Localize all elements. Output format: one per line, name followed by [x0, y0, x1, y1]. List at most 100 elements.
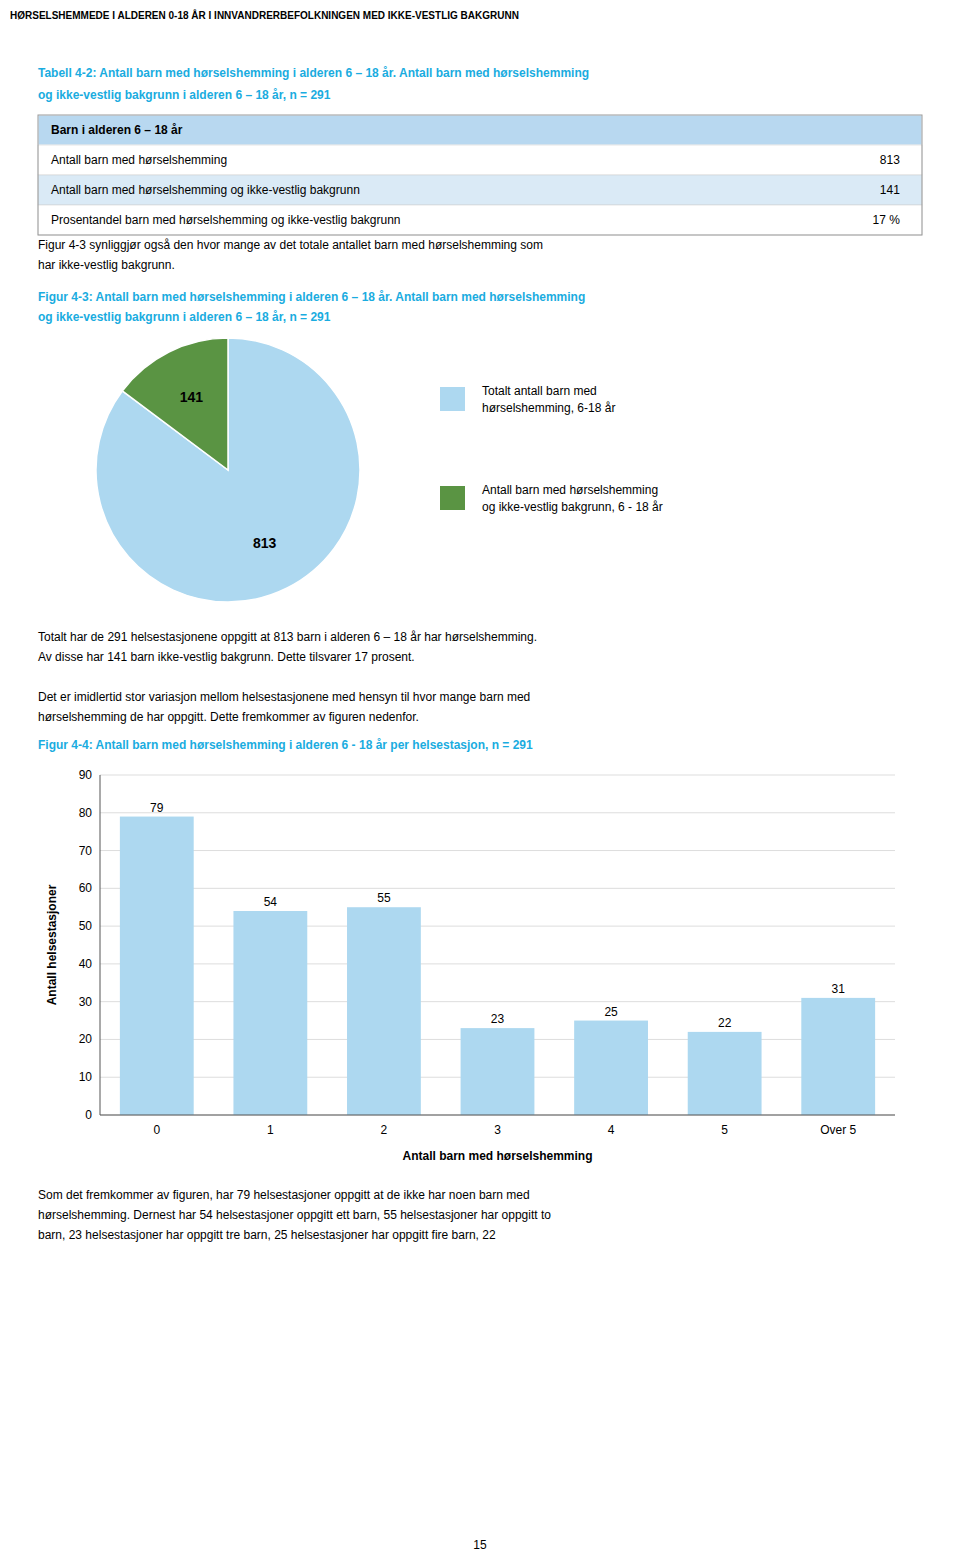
x-tick-label: 2 [381, 1123, 388, 1137]
text-line: 70 [79, 844, 93, 858]
text-line: Prosentandel barn med hørselshemming og … [51, 213, 401, 227]
grid-line [100, 888, 895, 889]
text-line: hørselshemming, 6-18 år [482, 401, 615, 415]
text-line: 60 [79, 881, 93, 895]
table: Barn i alderen 6 – 18 år Antall barn med … [38, 115, 922, 235]
legend-entry: Antall barn med hørselshemming og ikke-ve… [482, 483, 663, 514]
text-line: Antall barn med hørselshemming [402, 1149, 592, 1163]
text-line: HØRSELSHEMMEDE I ALDEREN 0-18 ÅR I INNVA… [10, 9, 519, 21]
text-line: 2 [381, 1123, 388, 1137]
table-cell-label: Antall barn med hørselshemming og ikke-v… [51, 183, 360, 197]
text-line: 0 [153, 1123, 160, 1137]
data-label: 55 [377, 891, 391, 905]
page-title: HØRSELSHEMMEDE I ALDEREN 0-18 ÅR I INNVA… [10, 9, 519, 21]
text-line: 1 [267, 1123, 274, 1137]
text-line: hørselshemming. Dernest har 54 helsestas… [38, 1208, 551, 1222]
y-tick-label: 50 [79, 919, 93, 933]
text-line: Antall helsestasjoner [45, 884, 59, 1005]
body-text: Som det fremkommer av figuren, har 79 he… [38, 1188, 551, 1242]
grid-line [100, 850, 895, 851]
text-line: Tabell 4-2: Antall barn med hørselshemmi… [38, 66, 589, 80]
text-line: 30 [79, 995, 93, 1009]
text-line: Som det fremkommer av figuren, har 79 he… [38, 1188, 530, 1202]
text-line: 813 [253, 535, 277, 551]
table-row-bg [38, 205, 922, 235]
text-line: 141 [880, 183, 900, 197]
text-line: og ikke-vestlig bakgrunn i alderen 6 – 1… [38, 310, 331, 324]
grid-line [100, 926, 895, 927]
text-line: 813 [880, 153, 900, 167]
data-label: 25 [604, 1005, 618, 1019]
data-label: 79 [150, 801, 164, 815]
text-line: 90 [79, 768, 93, 782]
legend: Totalt antall barn medhørselshemming, 6-… [440, 384, 663, 514]
text-line: har ikke-vestlig bakgrunn. [38, 258, 175, 272]
x-tick-label: 0 [153, 1123, 160, 1137]
text-line: barn, 23 helsestasjoner har oppgitt tre … [38, 1228, 496, 1242]
text-line: og ikke-vestlig bakgrunn, 6 - 18 år [482, 500, 663, 514]
text-line: 141 [180, 389, 204, 405]
table-cell-value: 813 [880, 153, 900, 167]
table-cell-value: 17 % [873, 213, 901, 227]
grid-line [100, 775, 895, 776]
text-line: 20 [79, 1032, 93, 1046]
x-tick-label: 3 [494, 1123, 501, 1137]
text-line: Barn i alderen 6 – 18 år [51, 123, 183, 137]
data-label: 23 [491, 1012, 505, 1026]
text-line: Figur 4-4: Antall barn med hørselshemmin… [38, 738, 533, 752]
y-tick-label: 60 [79, 881, 93, 895]
table-cell-value: 141 [880, 183, 900, 197]
y-tick-label: 10 [79, 1070, 93, 1084]
pie-slice [96, 338, 360, 602]
x-tick-label: 1 [267, 1123, 274, 1137]
text-line: 5 [721, 1123, 728, 1137]
legend-entry: Totalt antall barn medhørselshemming, 6-… [482, 384, 615, 415]
table-border [38, 115, 922, 235]
text-line: 3 [494, 1123, 501, 1137]
text-line: 15 [473, 1538, 487, 1552]
bar [801, 998, 875, 1115]
y-tick-label: 80 [79, 806, 93, 820]
text-line: Antall barn med hørselshemming [482, 483, 658, 497]
body-text: Figur 4-3 synliggjør også den hvor mange… [38, 238, 543, 272]
data-label: 22 [718, 1016, 732, 1030]
page: HØRSELSHEMMEDE I ALDEREN 0-18 ÅR I INNVA… [0, 0, 960, 1564]
text-line: Totalt har de 291 helsestasjonene oppgit… [38, 630, 537, 644]
text-line: Av disse har 141 barn ikke-vestlig bakgr… [38, 650, 415, 664]
text-line: Antall barn med hørselshemming [51, 153, 227, 167]
text-line: og ikke-vestlig bakgrunn i alderen 6 – 1… [38, 88, 331, 102]
text-line: 4 [608, 1123, 615, 1137]
bar [347, 907, 421, 1115]
text-line: 50 [79, 919, 93, 933]
pie-chart [96, 338, 360, 602]
data-label: 141 [180, 389, 204, 405]
legend-swatch [440, 486, 465, 510]
x-tick-label: 5 [721, 1123, 728, 1137]
table-cell-label: Antall barn med hørselshemming [51, 153, 227, 167]
text-line: 10 [79, 1070, 93, 1084]
y-axis-line [100, 775, 101, 1115]
table-header: Barn i alderen 6 – 18 år [51, 123, 183, 137]
bar [461, 1028, 535, 1115]
grid-line [100, 812, 895, 813]
text-line: Figur 4-3 synliggjør også den hvor mange… [38, 238, 543, 252]
page-number: 15 [473, 1538, 487, 1552]
text-line: Antall barn med hørselshemming og ikke-v… [51, 183, 360, 197]
y-tick-label: 20 [79, 1032, 93, 1046]
table-title: Tabell 4-2: Antall barn med hørselshemmi… [38, 66, 589, 102]
y-tick-label: 30 [79, 995, 93, 1009]
data-label: 54 [264, 895, 278, 909]
bar [233, 911, 307, 1115]
data-label: 813 [253, 535, 277, 551]
text-line: 80 [79, 806, 93, 820]
text-line: hørselshemming de har oppgitt. Dette fre… [38, 710, 419, 724]
x-tick-label: Over 5 [820, 1123, 856, 1137]
bars [120, 817, 875, 1115]
grid-line [100, 1115, 895, 1116]
legend-swatch [440, 387, 465, 411]
chart-title: Figur 4-4: Antall barn med hørselshemmin… [38, 738, 533, 752]
table-header-bg [38, 115, 922, 145]
text-line: Over 5 [820, 1123, 856, 1137]
table-cell-label: Prosentandel barn med hørselshemming og … [51, 213, 401, 227]
grid-line [100, 1001, 895, 1002]
